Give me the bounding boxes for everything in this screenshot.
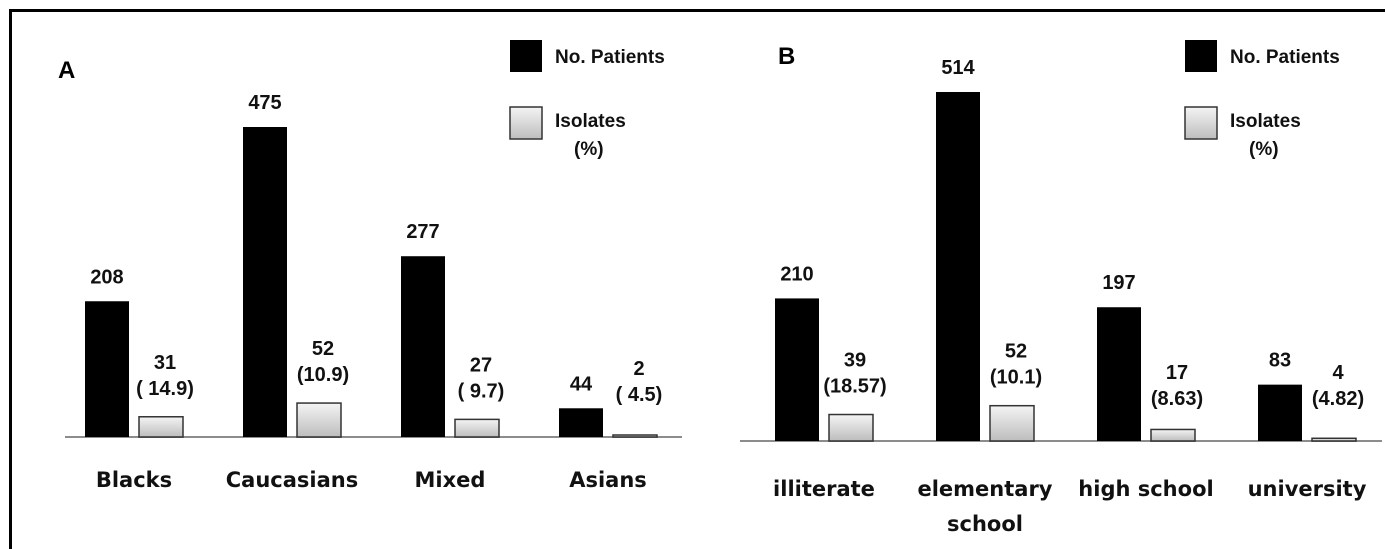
category-label: Caucasians [226, 468, 358, 492]
legend-label-isolates: Isolates [1230, 111, 1301, 132]
category-label: high school [1078, 477, 1213, 501]
data-label-patients: 277 [406, 221, 439, 243]
bar-patients [775, 298, 819, 441]
data-label-patients: 83 [1269, 350, 1291, 372]
panel-letter: B [778, 43, 795, 70]
category-label: university [1248, 477, 1367, 501]
bar-patients [243, 127, 287, 437]
data-label-patients: 210 [780, 263, 813, 285]
bar-isolates [1150, 428, 1196, 442]
legend-label-isolates-unit: (%) [1249, 139, 1279, 160]
data-label-isolates-percent: (10.1) [990, 367, 1042, 389]
data-label-patients: 197 [1102, 272, 1135, 294]
legend-label-isolates: Isolates [555, 111, 626, 132]
bar-patients [85, 301, 129, 437]
category-label: Asians [569, 468, 647, 492]
data-label-isolates: 52 [1005, 341, 1027, 363]
bar-patients [1097, 307, 1141, 441]
bar-isolates [612, 434, 658, 438]
bar-isolates [828, 413, 874, 442]
data-label-isolates: 27 [470, 354, 492, 376]
bar-patients [1258, 384, 1302, 441]
legend-swatch-patients [510, 40, 542, 72]
legend-swatch-isolates [509, 106, 543, 140]
data-label-isolates: 17 [1166, 362, 1188, 384]
data-label-isolates-percent: (8.63) [1151, 388, 1203, 410]
category-label: illiterate [773, 477, 875, 501]
category-label: Mixed [415, 468, 486, 492]
bar-isolates [454, 418, 500, 438]
category-label: school [947, 512, 1023, 536]
data-label-isolates: 31 [154, 352, 176, 374]
data-label-patients: 44 [570, 373, 593, 395]
data-label-isolates: 2 [633, 358, 644, 380]
data-label-isolates-percent: (4.82) [1312, 388, 1364, 410]
bar-patients [559, 408, 603, 437]
bar-patients [401, 256, 445, 437]
legend-swatch-isolates [1184, 106, 1218, 140]
panel-b: B 210 39 (18.57) illiterate 514 52 (10.1) elemen… [740, 40, 1382, 536]
category-label: elementary [917, 477, 1052, 501]
legend-label-patients: No. Patients [555, 47, 665, 68]
data-label-isolates-percent: (18.57) [823, 376, 886, 398]
panel-a: A 208 31 ( 14.9) Blacks 475 52 (10.9) Caucasians… [58, 40, 682, 492]
panel-letter: A [58, 57, 75, 84]
data-label-isolates-percent: (10.9) [297, 364, 349, 386]
data-label-isolates: 4 [1332, 362, 1344, 384]
legend-label-isolates-unit: (%) [574, 139, 604, 160]
data-label-isolates: 52 [312, 338, 334, 360]
data-label-isolates-percent: ( 9.7) [458, 380, 505, 402]
data-label-isolates-percent: ( 4.5) [616, 384, 663, 406]
data-label-patients: 514 [941, 57, 975, 79]
data-label-patients: 208 [90, 266, 123, 288]
bar-isolates [138, 416, 184, 438]
data-label-isolates: 39 [844, 350, 866, 372]
bar-isolates [296, 402, 342, 438]
figure-frame [9, 9, 1385, 549]
bar-isolates [989, 404, 1035, 442]
data-label-isolates-percent: ( 14.9) [136, 378, 194, 400]
category-label: Blacks [96, 468, 172, 492]
legend-swatch-patients [1185, 40, 1217, 72]
bar-isolates [1311, 437, 1357, 442]
data-label-patients: 475 [248, 92, 281, 114]
bar-patients [936, 92, 980, 441]
legend-label-patients: No. Patients [1230, 47, 1340, 68]
